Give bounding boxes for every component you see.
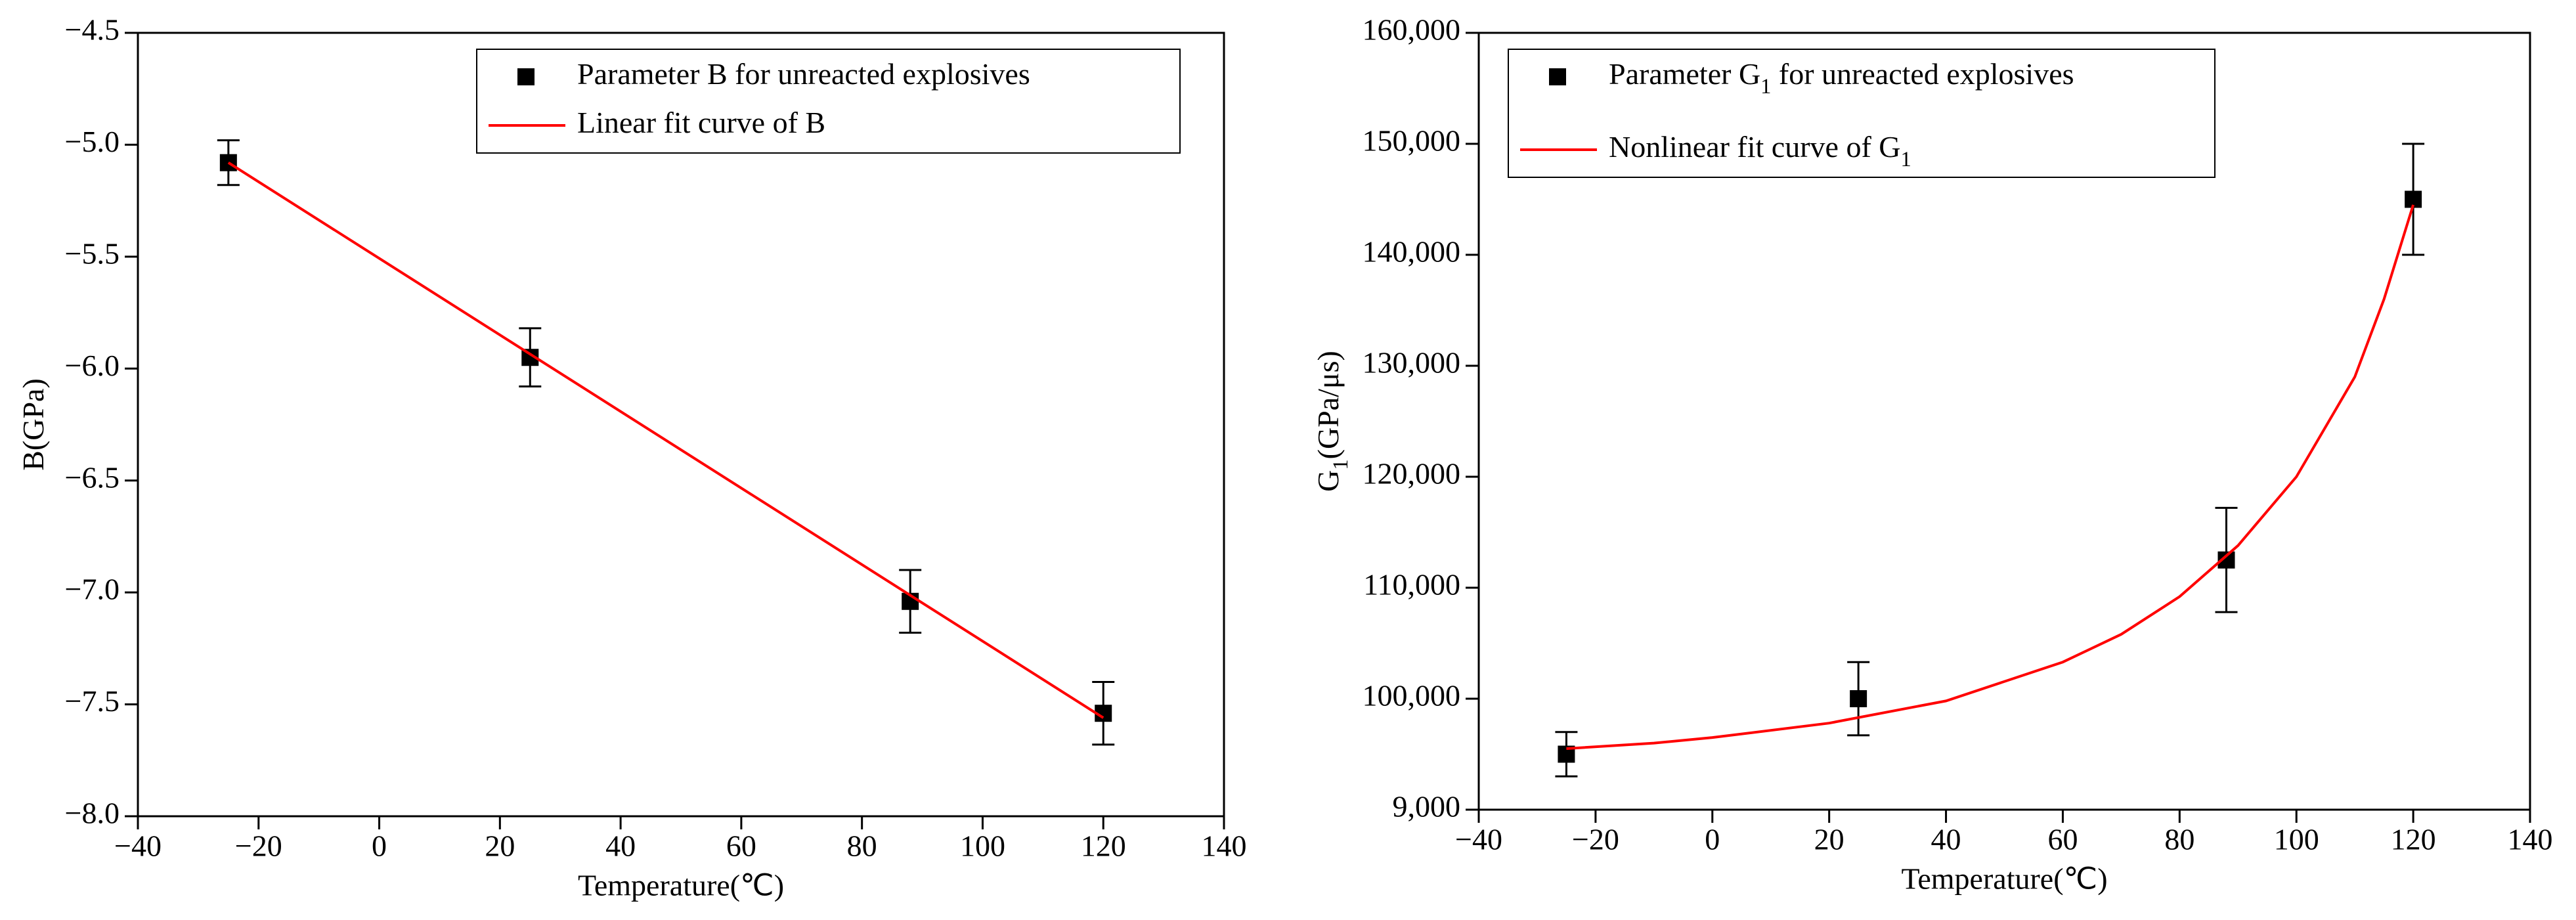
y-tick-label: −6.5 — [65, 460, 120, 494]
y-tick-label: 110,000 — [1363, 568, 1460, 602]
y-tick-label: 120,000 — [1363, 457, 1461, 491]
x-tick-label: 120 — [1081, 829, 1126, 863]
y-axis-label: B(GPa) — [16, 378, 50, 471]
fit-curve — [1566, 204, 2415, 751]
y-tick-label: 100,000 — [1363, 679, 1461, 712]
y-tick-label: −6.0 — [65, 349, 120, 382]
y-tick-label: −8.0 — [65, 797, 120, 830]
y-tick-label: −5.5 — [65, 236, 120, 270]
x-tick-label: 60 — [726, 829, 756, 863]
x-tick-label: −40 — [114, 829, 162, 863]
y-tick-label: 150,000 — [1363, 124, 1461, 158]
plot-frame — [1477, 32, 2531, 811]
x-tick-label: 120 — [2391, 823, 2436, 856]
y-tick-label: −5.0 — [65, 125, 120, 158]
data-point — [1850, 690, 1867, 707]
x-tick-label: −20 — [1572, 823, 1619, 856]
x-tick-label: 140 — [2508, 823, 2553, 856]
x-tick-label: 80 — [847, 829, 877, 863]
x-tick-label: 80 — [2164, 823, 2194, 856]
x-tick-label: 100 — [2274, 823, 2319, 856]
text-part: Parameter G — [1609, 57, 1760, 91]
legend-swatch — [517, 68, 535, 85]
x-axis-label: Temperature(℃) — [1901, 862, 2107, 896]
fit-curve — [227, 162, 1104, 719]
text-part: for unreacted explosives — [1771, 57, 2074, 91]
y-tick-label: 130,000 — [1363, 346, 1461, 380]
x-tick-label: 20 — [1814, 823, 1845, 856]
legend-label: Parameter G1 for unreacted explosives — [1609, 57, 2074, 99]
y-tick-label: 9,000 — [1393, 790, 1461, 823]
y-tick-label: 160,000 — [1363, 13, 1461, 47]
text-part: B(GPa) — [16, 378, 50, 471]
legend-label: Linear fit curve of B — [577, 106, 825, 139]
text-part: Parameter B for unreacted explosives — [577, 57, 1030, 91]
x-tick-label: 100 — [960, 829, 1005, 863]
legend-box — [476, 49, 1181, 154]
x-tick-label: 140 — [1202, 829, 1247, 863]
text-part: (GPa/μs) — [1311, 351, 1345, 459]
x-tick-label: 60 — [2047, 823, 2078, 856]
subscript: 1 — [1901, 148, 1911, 171]
y-axis-label: G1(GPa/μs) — [1311, 351, 1353, 492]
x-tick-label: 40 — [1931, 823, 1961, 856]
text-part: Nonlinear fit curve of G — [1609, 130, 1901, 164]
x-axis-label: Temperature(℃) — [578, 869, 784, 902]
y-tick-label: −7.5 — [65, 684, 120, 718]
legend-label: Nonlinear fit curve of G1 — [1609, 130, 1911, 172]
subscript: 1 — [1329, 459, 1353, 470]
text-part: Linear fit curve of B — [577, 106, 825, 139]
y-tick-label: −4.5 — [65, 13, 120, 47]
y-tick-label: −7.0 — [65, 573, 120, 606]
y-tick-label: 140,000 — [1363, 235, 1461, 269]
legend-box — [1508, 49, 2216, 178]
subscript: 1 — [1760, 75, 1771, 99]
x-tick-label: 0 — [1705, 823, 1720, 856]
x-tick-label: 40 — [605, 829, 636, 863]
legend-label: Parameter B for unreacted explosives — [577, 57, 1030, 91]
x-tick-label: 0 — [372, 829, 387, 863]
x-tick-label: −40 — [1455, 823, 1502, 856]
plot-frame — [137, 32, 1225, 818]
text-part: G — [1311, 470, 1345, 492]
x-tick-label: −20 — [235, 829, 282, 863]
x-tick-label: 20 — [485, 829, 515, 863]
legend-swatch — [1549, 68, 1566, 85]
